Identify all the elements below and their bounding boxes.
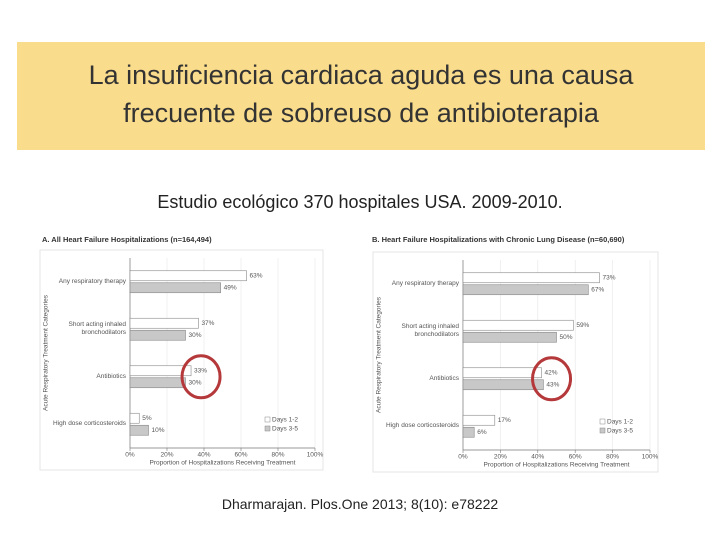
- value-label: 5%: [142, 415, 152, 422]
- x-tick-label: 80%: [271, 452, 284, 459]
- y-tick-label: High dose corticosteroids: [53, 420, 126, 428]
- legend-label: Days 1-2: [272, 417, 298, 424]
- legend-swatch: [264, 416, 271, 423]
- bar: [462, 379, 544, 391]
- value-label: 67%: [591, 286, 604, 293]
- bar: [129, 282, 221, 294]
- bar: [129, 377, 186, 389]
- x-tick-label: 40%: [197, 452, 210, 459]
- slide-title: La insuficiencia cardiaca aguda es una c…: [17, 42, 705, 150]
- highlight-circle: [180, 354, 222, 400]
- value-label: 50%: [560, 334, 573, 341]
- y-tick-label: Short acting inhaled bronchodilators: [68, 321, 126, 337]
- y-tick-label: Any respiratory therapy: [58, 277, 126, 285]
- value-label: 59%: [576, 322, 589, 329]
- value-label: 49%: [224, 284, 237, 291]
- x-tick-label: 0%: [458, 454, 468, 461]
- bar: [462, 426, 475, 438]
- value-label: 30%: [189, 379, 202, 386]
- x-tick-label: 100%: [307, 452, 324, 459]
- value-label: 6%: [477, 429, 487, 436]
- y-axis-label: Acute Respiratory Treatment Categories: [376, 296, 383, 413]
- legend-swatch: [264, 425, 271, 432]
- x-tick-label: 60%: [569, 454, 582, 461]
- x-tick-label: 60%: [234, 452, 247, 459]
- x-tick-label: 20%: [494, 454, 507, 461]
- bar: [129, 424, 149, 436]
- x-axis-label: Proportion of Hospitalizations Receiving…: [150, 460, 296, 467]
- x-tick-label: 20%: [160, 452, 173, 459]
- bar: [129, 317, 199, 329]
- legend-label: Days 3-5: [607, 428, 633, 435]
- bar: [462, 367, 542, 379]
- bar: [129, 365, 192, 377]
- value-label: 73%: [603, 274, 616, 281]
- legend-label: Days 3-5: [272, 426, 298, 433]
- value-label: 30%: [189, 332, 202, 339]
- y-tick-label: Any respiratory therapy: [391, 279, 459, 287]
- x-axis-label: Proportion of Hospitalizations Receiving…: [484, 462, 630, 469]
- value-label: 43%: [546, 381, 559, 388]
- x-tick-label: 80%: [606, 454, 619, 461]
- y-axis-label: Acute Respiratory Treatment Categories: [43, 294, 50, 411]
- citation: Dharmarajan. Plos.One 2013; 8(10): e7822…: [221, 496, 499, 512]
- legend-swatch: [599, 427, 606, 434]
- highlight-circle: [531, 356, 573, 402]
- legend-swatch: [599, 418, 606, 425]
- value-label: 17%: [498, 417, 511, 424]
- x-tick-label: 0%: [125, 452, 135, 459]
- y-tick-label: Antibiotics: [96, 372, 126, 380]
- chart-title: B. Heart Failure Hospitalizations with C…: [372, 235, 625, 244]
- value-label: 63%: [250, 272, 263, 279]
- bar: [129, 270, 247, 282]
- y-tick-label: High dose corticosteroids: [386, 422, 459, 430]
- x-tick-label: 100%: [642, 454, 659, 461]
- value-label: 33%: [194, 367, 207, 374]
- bar: [462, 414, 496, 426]
- y-tick-label: Antibiotics: [429, 374, 459, 382]
- subtitle: Estudio ecológico 370 hospitales USA. 20…: [157, 192, 563, 212]
- bar: [462, 272, 600, 284]
- y-tick-label: Short acting inhaled bronchodilators: [401, 323, 459, 339]
- legend-label: Days 1-2: [607, 419, 633, 426]
- bar: [462, 319, 574, 331]
- value-label: 37%: [201, 320, 214, 327]
- plot-frame: [372, 251, 659, 473]
- chart-title: A. All Heart Failure Hospitalizations (n…: [42, 235, 212, 244]
- plot-frame: [39, 249, 324, 471]
- bar: [462, 284, 589, 296]
- bar: [129, 329, 186, 341]
- value-label: 42%: [545, 369, 558, 376]
- value-label: 10%: [152, 427, 165, 434]
- bar: [462, 331, 557, 343]
- bar: [129, 412, 140, 424]
- x-tick-label: 40%: [531, 454, 544, 461]
